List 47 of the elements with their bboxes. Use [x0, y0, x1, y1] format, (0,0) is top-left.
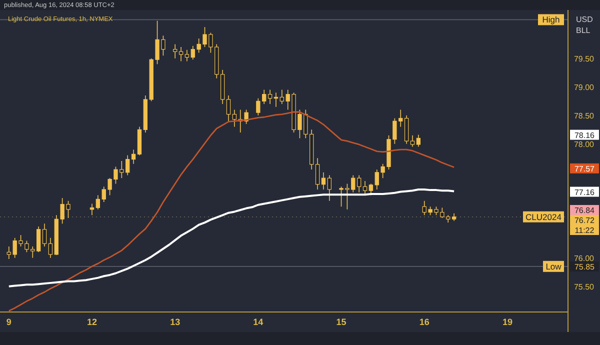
annotation: 76.84 [574, 206, 596, 216]
x-tick-label: 14 [253, 317, 264, 327]
ref-line-label: High [542, 14, 560, 25]
text: 76.72 [574, 216, 596, 226]
text: BLL [576, 26, 591, 35]
line-series [8, 111, 455, 312]
candlestick [173, 44, 178, 59]
candlestick [36, 226, 41, 253]
y-tick-label: 76.00 [574, 254, 595, 263]
annotation: 78.16 [574, 130, 596, 140]
candlestick [131, 149, 136, 164]
candlestick [416, 134, 421, 148]
candlestick [226, 95, 231, 122]
candlestick [232, 109, 237, 128]
annotation: 77.16 [574, 188, 596, 197]
candlestick [321, 172, 326, 190]
candlestick [268, 89, 272, 104]
y-tick-label: 78.50 [574, 111, 595, 120]
x-tick-label: 9 [6, 317, 12, 327]
annotation: 77.57 [574, 164, 596, 174]
candlestick [280, 89, 284, 104]
candlestick [362, 180, 368, 196]
x-tick-label: 12 [86, 317, 98, 327]
candlestick [327, 174, 332, 202]
candlestick [315, 158, 320, 190]
candlestick [90, 203, 94, 216]
candlestick [96, 194, 100, 210]
candlestick [178, 46, 184, 62]
candlestick [410, 134, 415, 148]
y-tick-label: 79.00 [574, 82, 595, 92]
ref-line-label: CLU2024 [526, 212, 562, 222]
x-tick-label: 16 [419, 317, 430, 327]
y-tick-label: 78.00 [574, 140, 595, 149]
candlestick [48, 238, 53, 258]
text: 11:22 [574, 226, 595, 236]
line-series [8, 188, 456, 288]
annotation: 75.85 [574, 262, 596, 272]
text: USD [576, 15, 594, 24]
ref-line-label: Low [546, 261, 562, 272]
x-tick-label: 15 [336, 317, 346, 327]
y-tick-label: 75.50 [574, 282, 595, 292]
y-tick-label: 79.50 [574, 54, 595, 64]
candlestick [184, 49, 190, 62]
x-tick-label: 19 [502, 317, 512, 327]
candlestick [42, 223, 47, 247]
candlestick [404, 115, 409, 144]
x-tick-label: 13 [170, 317, 180, 327]
